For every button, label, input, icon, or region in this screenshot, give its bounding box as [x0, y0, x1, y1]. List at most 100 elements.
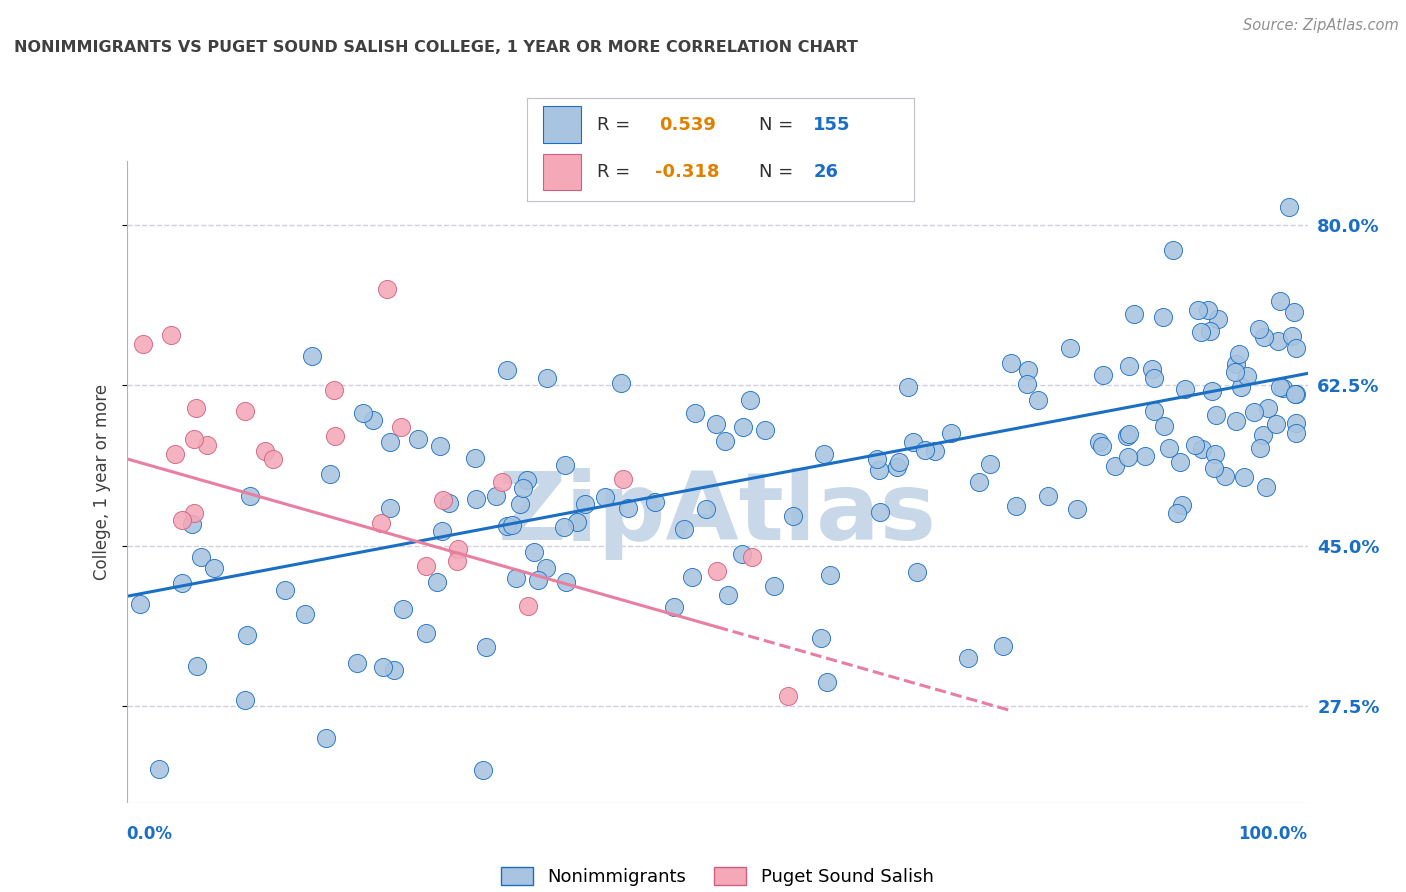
Point	[815, 675, 838, 690]
Point	[517, 599, 540, 614]
Point	[1247, 322, 1270, 336]
Point	[1087, 435, 1109, 450]
Point	[160, 327, 183, 342]
Point	[471, 763, 494, 777]
Point	[672, 522, 695, 536]
Point	[1140, 361, 1163, 376]
Point	[1202, 461, 1225, 475]
Point	[446, 554, 468, 568]
Point	[1285, 425, 1308, 440]
Text: NONIMMIGRANTS VS PUGET SOUND SALISH COLLEGE, 1 YEAR OR MORE CORRELATION CHART: NONIMMIGRANTS VS PUGET SOUND SALISH COLL…	[14, 40, 858, 55]
Point	[1198, 324, 1220, 338]
Point	[382, 664, 405, 678]
Point	[512, 481, 534, 495]
Point	[1174, 382, 1197, 396]
Point	[1281, 328, 1303, 343]
Bar	[543, 153, 582, 190]
Point	[1118, 359, 1140, 373]
Point	[496, 518, 519, 533]
Point	[165, 447, 187, 461]
Point	[991, 640, 1014, 654]
Point	[325, 428, 347, 442]
Point	[866, 451, 889, 466]
Point	[1201, 384, 1223, 399]
Point	[593, 490, 616, 504]
Point	[683, 406, 706, 420]
Point	[495, 363, 517, 377]
Point	[432, 493, 454, 508]
Point	[554, 575, 576, 590]
Point	[505, 571, 527, 585]
Point	[1166, 506, 1188, 520]
Point	[553, 520, 575, 534]
Point	[184, 401, 207, 416]
Point	[1284, 305, 1306, 319]
Bar	[543, 106, 582, 144]
Text: R =: R =	[596, 116, 636, 134]
Point	[202, 560, 225, 574]
Point	[131, 337, 153, 351]
Point	[536, 371, 558, 385]
Point	[1206, 312, 1229, 326]
Text: N =: N =	[759, 163, 799, 181]
Point	[1233, 470, 1256, 484]
Text: 100.0%: 100.0%	[1239, 825, 1308, 843]
Text: 155: 155	[813, 116, 851, 134]
Point	[1285, 342, 1308, 356]
Point	[437, 496, 460, 510]
Point	[378, 435, 401, 450]
Point	[762, 579, 785, 593]
Point	[1225, 413, 1247, 427]
Point	[373, 660, 395, 674]
Point	[415, 559, 437, 574]
Point	[1236, 368, 1258, 383]
Point	[429, 439, 451, 453]
Point	[818, 568, 841, 582]
Point	[1116, 429, 1139, 443]
Point	[475, 640, 498, 654]
Point	[813, 447, 835, 461]
Point	[695, 502, 717, 516]
Point	[464, 451, 486, 466]
Point	[1285, 417, 1308, 431]
Point	[1000, 356, 1022, 370]
Point	[523, 545, 546, 559]
Point	[1204, 447, 1226, 461]
Point	[782, 509, 804, 524]
Point	[1225, 365, 1247, 379]
Point	[1066, 501, 1088, 516]
Point	[681, 570, 703, 584]
Point	[346, 656, 368, 670]
Point	[1153, 418, 1175, 433]
Point	[425, 574, 447, 589]
Point	[181, 516, 204, 531]
Point	[905, 566, 928, 580]
Text: -0.318: -0.318	[655, 163, 720, 181]
Point	[1104, 459, 1126, 474]
Point	[1253, 330, 1275, 344]
Point	[644, 495, 666, 509]
Point	[1284, 386, 1306, 401]
Point	[183, 506, 205, 520]
Point	[1187, 303, 1209, 318]
Point	[190, 550, 212, 565]
Point	[1122, 307, 1144, 321]
Point	[1038, 489, 1060, 503]
Point	[172, 513, 194, 527]
Point	[616, 501, 638, 516]
Point	[1189, 326, 1212, 340]
Point	[1184, 437, 1206, 451]
Point	[1285, 387, 1308, 401]
Point	[1227, 346, 1250, 360]
Point	[253, 443, 276, 458]
Legend: Nonimmigrants, Puget Sound Salish: Nonimmigrants, Puget Sound Salish	[494, 860, 941, 892]
Point	[1143, 371, 1166, 385]
Text: ZipAtlas: ZipAtlas	[498, 467, 936, 560]
Point	[301, 349, 323, 363]
Point	[969, 475, 991, 490]
Point	[738, 393, 761, 408]
Point	[233, 693, 256, 707]
Point	[274, 583, 297, 598]
Point	[262, 451, 284, 466]
Point	[1257, 401, 1279, 416]
